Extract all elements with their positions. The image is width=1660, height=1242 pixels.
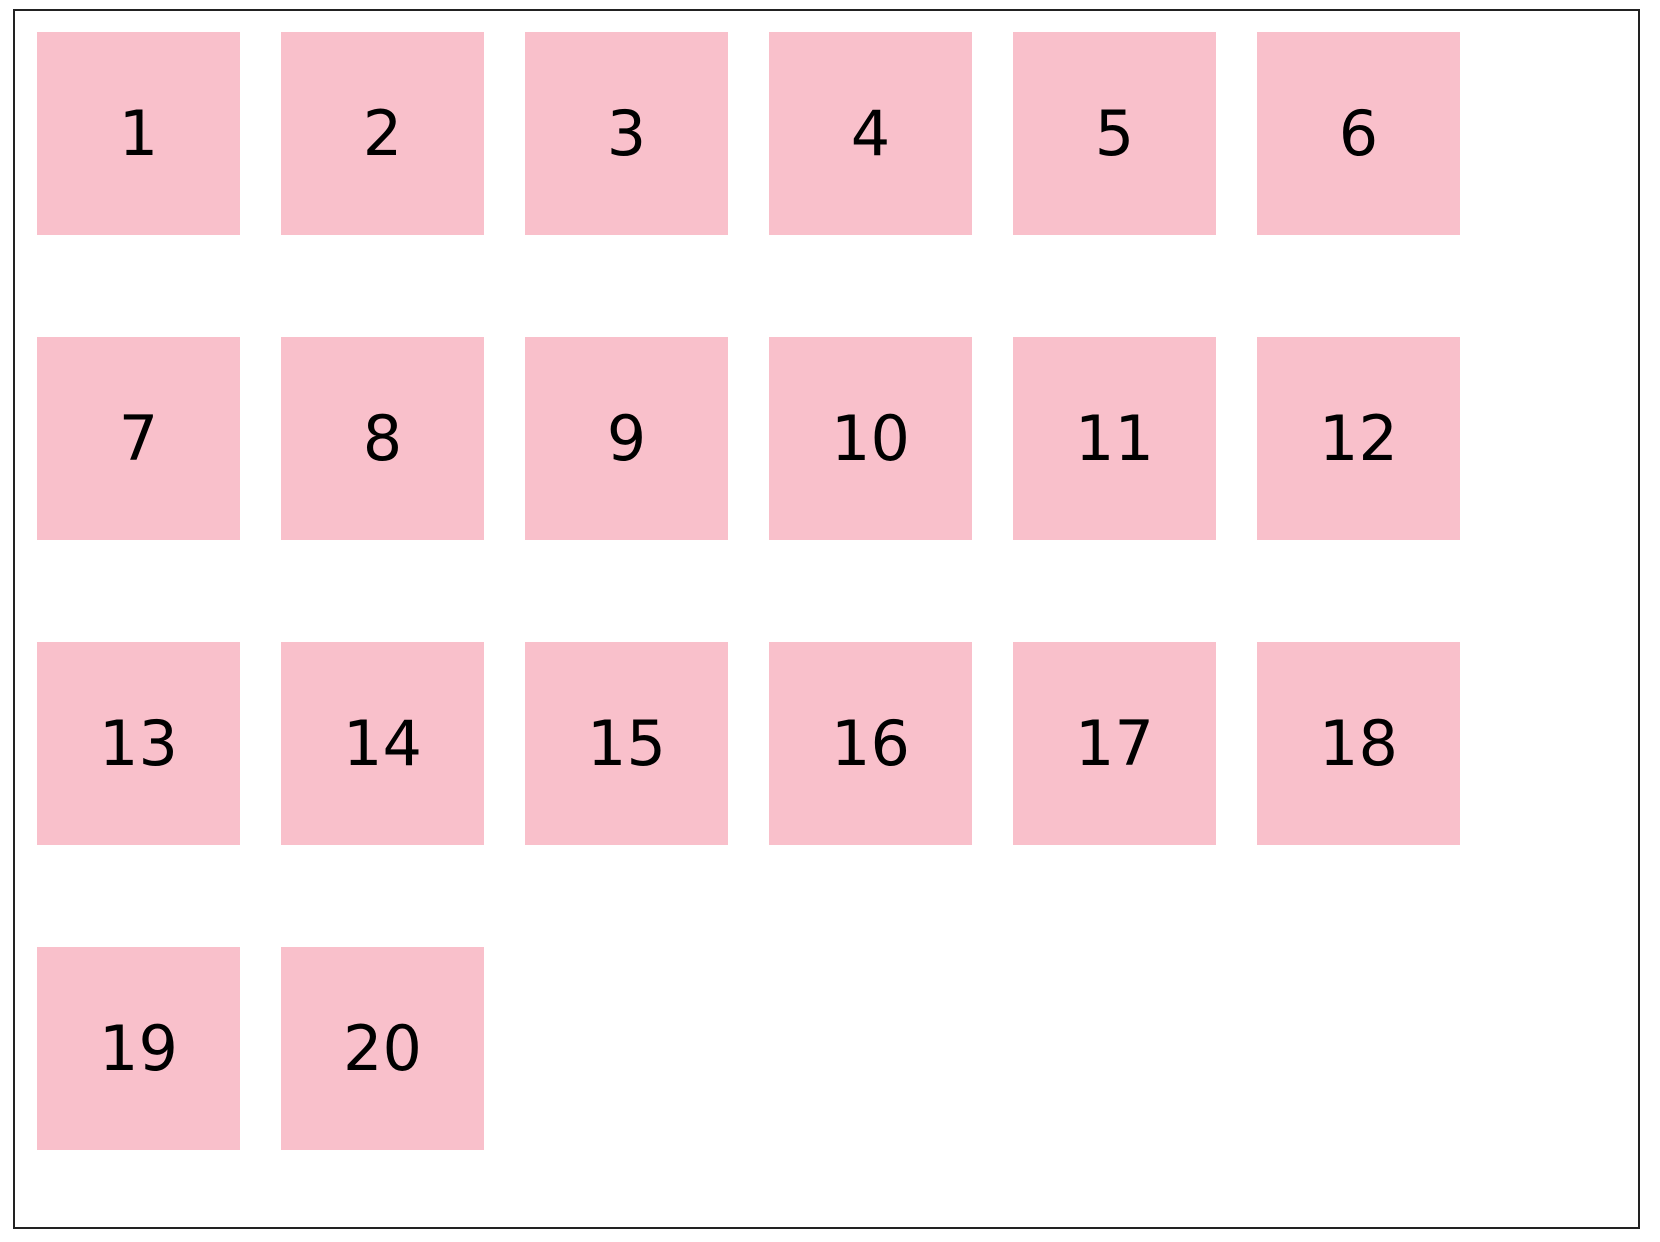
tile-6: 6	[1257, 32, 1460, 235]
tile-8: 8	[281, 337, 484, 540]
tile-1: 1	[37, 32, 240, 235]
tile-4: 4	[769, 32, 972, 235]
tile-7: 7	[37, 337, 240, 540]
tile-grid: 1 2 3 4 5 6 7 8 9 10 11 12 13 14 15 16 1…	[37, 32, 1460, 1150]
tile-11: 11	[1013, 337, 1216, 540]
tile-14: 14	[281, 642, 484, 845]
tile-12: 12	[1257, 337, 1460, 540]
tile-18: 18	[1257, 642, 1460, 845]
tile-5: 5	[1013, 32, 1216, 235]
tile-16: 16	[769, 642, 972, 845]
tile-3: 3	[525, 32, 728, 235]
tile-9: 9	[525, 337, 728, 540]
tile-15: 15	[525, 642, 728, 845]
tile-20: 20	[281, 947, 484, 1150]
grid-container: 1 2 3 4 5 6 7 8 9 10 11 12 13 14 15 16 1…	[13, 9, 1640, 1229]
tile-2: 2	[281, 32, 484, 235]
tile-17: 17	[1013, 642, 1216, 845]
tile-19: 19	[37, 947, 240, 1150]
tile-13: 13	[37, 642, 240, 845]
tile-10: 10	[769, 337, 972, 540]
